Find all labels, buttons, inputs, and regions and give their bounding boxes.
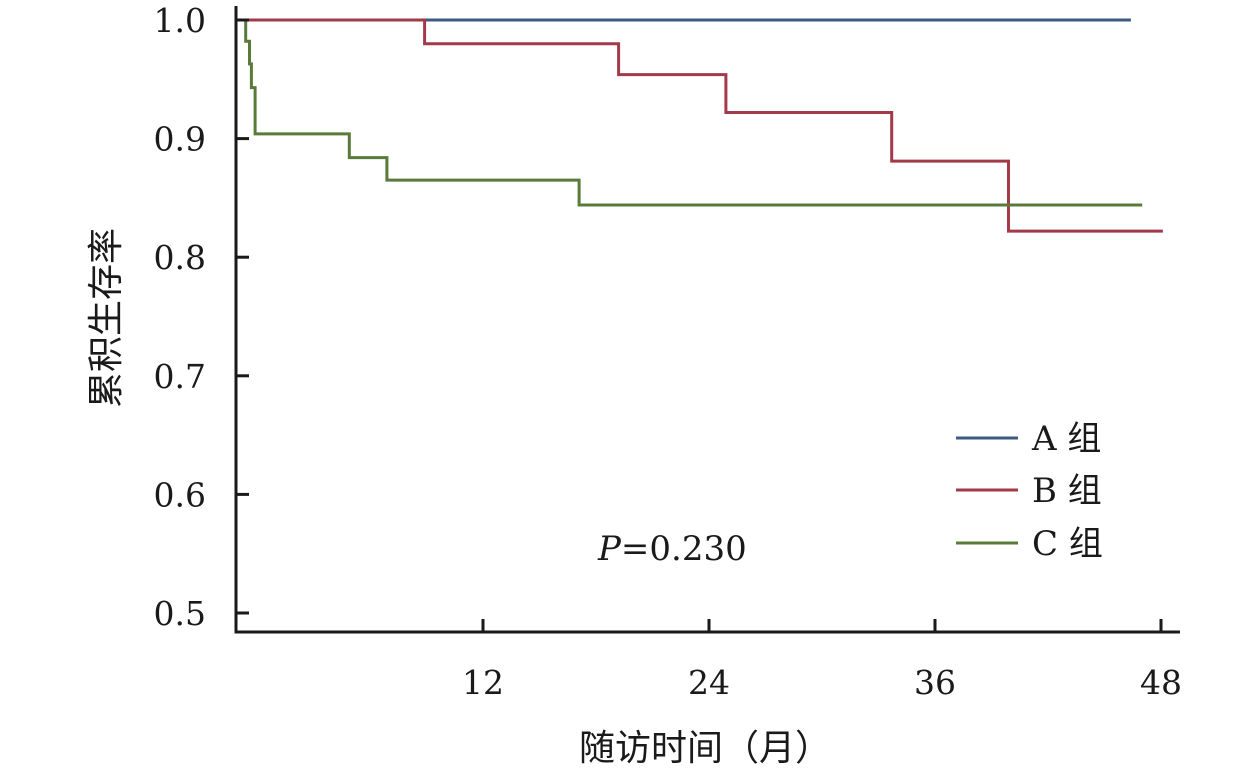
legend: A 组 B 组 C 组 <box>956 419 1103 564</box>
legend-label-1: A 组 <box>1031 419 1101 459</box>
series-line-2 <box>236 18 1163 233</box>
x-tick-label: 12 <box>462 663 504 702</box>
y-tick-label: 1.0 <box>154 1 206 40</box>
y-axis-label: 累积生存率 <box>86 228 127 408</box>
y-tick-label: 0.8 <box>154 238 206 277</box>
plot-layer <box>236 18 1163 233</box>
series-line-3 <box>236 18 1143 207</box>
y-tick-label: 0.9 <box>154 120 206 159</box>
p-value-symbol: P <box>597 529 622 569</box>
axis-layer <box>234 6 1180 634</box>
tick-layer: 1.0 0.9 0.8 0.7 0.6 0.5 12 24 36 48 <box>154 1 1182 702</box>
legend-label-2: B 组 <box>1032 471 1102 511</box>
x-tick-label: 48 <box>1140 663 1182 702</box>
p-value-text: =0.230 <box>621 529 747 569</box>
legend-label-3: C 组 <box>1032 524 1103 564</box>
x-axis-label: 随访时间（月） <box>579 728 831 769</box>
x-tick-label: 36 <box>914 663 956 702</box>
p-value-annotation: P=0.230 <box>597 529 747 569</box>
x-tick-label: 24 <box>688 663 730 702</box>
y-tick-label: 0.5 <box>154 594 206 633</box>
y-tick-label: 0.7 <box>154 357 206 396</box>
y-tick-label: 0.6 <box>154 475 206 514</box>
